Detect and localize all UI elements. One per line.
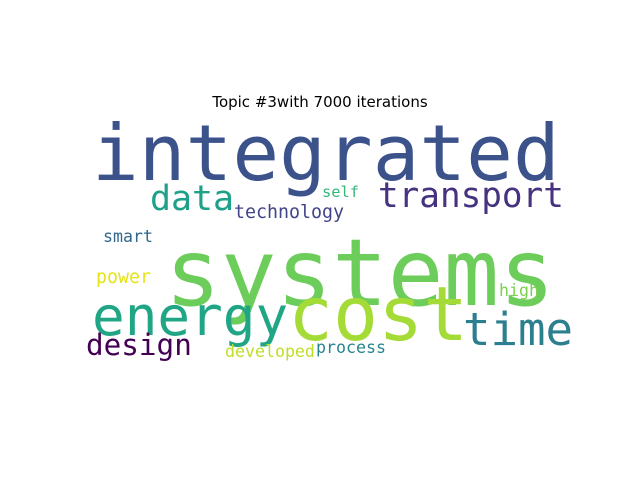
word-systems: systems: [165, 219, 555, 327]
word-technology: technology: [234, 202, 344, 223]
word-integrated: integrated: [92, 109, 560, 199]
chart-title: Topic #3with 7000 iterations: [212, 93, 428, 111]
word-design: design: [86, 328, 192, 362]
word-high: high: [499, 281, 539, 300]
word-smart: smart: [103, 227, 153, 246]
word-time: time: [463, 303, 573, 356]
word-energy: energy: [92, 285, 288, 348]
word-developed: developed: [225, 342, 315, 361]
word-process: process: [316, 338, 386, 357]
word-cost: cost: [288, 271, 468, 358]
word-transport: transport: [378, 176, 564, 216]
word-data: data: [150, 179, 234, 219]
word-self: self: [322, 183, 359, 201]
word-power: power: [96, 267, 151, 288]
